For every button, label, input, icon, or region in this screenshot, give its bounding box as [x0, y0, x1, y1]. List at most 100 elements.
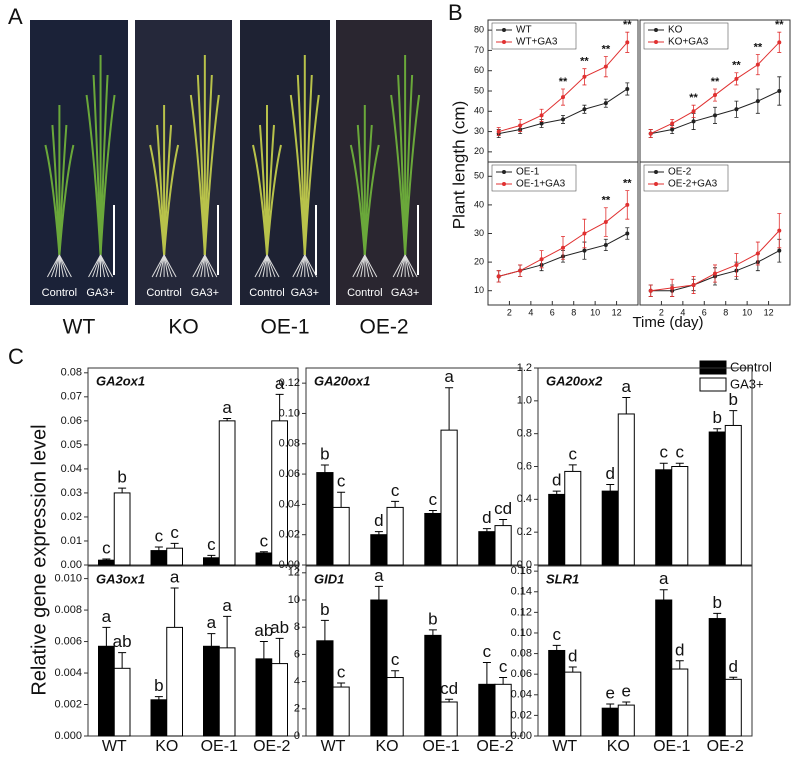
- plot-frame: [87, 367, 299, 566]
- x-tick-label: OE-2: [253, 738, 290, 755]
- gene-name: GA3ox1: [96, 571, 145, 586]
- significance-letter: c: [552, 625, 561, 644]
- y-tick-label: 0.008: [54, 604, 82, 616]
- y-tick-label: 0.004: [54, 667, 82, 679]
- point: [755, 62, 760, 67]
- significance: **: [602, 43, 611, 55]
- error-bar: [445, 387, 454, 431]
- significance-letter: b: [320, 444, 329, 463]
- leaf: [203, 94, 220, 256]
- root: [356, 254, 366, 278]
- y-tick-label: 0.10: [279, 407, 300, 419]
- root: [404, 254, 414, 278]
- y-tick-label: 50: [474, 171, 484, 181]
- y-tick-label: 20: [474, 146, 484, 156]
- point: [539, 257, 544, 262]
- error-bar: [118, 652, 127, 669]
- y-tick-label: 0.002: [54, 698, 82, 710]
- error-bar: [170, 587, 179, 628]
- y-tick-label: 0.16: [511, 565, 532, 577]
- y-tick-label: 0.04: [61, 463, 82, 475]
- y-tick-label: 0.10: [511, 627, 532, 639]
- bar: [150, 550, 168, 566]
- y-tick-label: 0.0: [517, 559, 532, 571]
- point: [603, 101, 608, 106]
- error-bar: [223, 417, 232, 421]
- point: [777, 89, 782, 93]
- significance-letter: d: [374, 511, 383, 530]
- significance-letter: a: [222, 398, 232, 417]
- gene-name: GID1: [314, 571, 344, 586]
- error-bar: [391, 670, 400, 678]
- error-bar: [482, 662, 491, 685]
- point: [496, 129, 501, 134]
- y-tick-label: 0.08: [61, 367, 82, 379]
- point: [670, 127, 675, 132]
- error-bar: [568, 666, 577, 673]
- point: [539, 121, 544, 126]
- photo-caption: Control: [42, 287, 77, 299]
- x-tick-label: 12: [612, 307, 622, 317]
- point: [648, 131, 653, 136]
- error-bar: [154, 696, 163, 700]
- photo-label: OE-1: [260, 316, 309, 339]
- bar: [655, 599, 673, 737]
- bar: [113, 667, 131, 737]
- root: [404, 254, 410, 278]
- y-tick-label: 0.06: [511, 668, 532, 680]
- x-tick-label: 8: [571, 307, 576, 317]
- root: [200, 254, 206, 278]
- bar: [370, 599, 388, 737]
- x-tick-label: WT: [552, 738, 577, 755]
- point: [777, 228, 782, 233]
- root: [88, 254, 101, 278]
- error-bar: [207, 633, 216, 647]
- legend-label: WT: [516, 25, 532, 36]
- root: [192, 254, 206, 278]
- photo-label: OE-2: [359, 316, 408, 339]
- legend-marker: [502, 182, 506, 186]
- y-tick-label: 0.02: [61, 511, 82, 523]
- legend-label: OE-1+GA3: [516, 179, 566, 190]
- legend-frame: [643, 164, 729, 192]
- point: [777, 40, 782, 45]
- x-tick-label: 4: [680, 307, 685, 317]
- root: [204, 254, 214, 278]
- significance: **: [775, 19, 784, 31]
- y-tick-label: 80: [474, 25, 484, 35]
- leaf: [58, 144, 75, 256]
- leaf: [99, 94, 116, 256]
- root: [262, 254, 268, 278]
- bar: [113, 492, 131, 566]
- y-tick-label: 40: [474, 106, 484, 116]
- bar: [617, 704, 635, 737]
- bar: [386, 506, 404, 566]
- legend-label: KO+GA3: [668, 37, 709, 48]
- error-bar: [275, 393, 284, 421]
- error-bar: [428, 509, 437, 514]
- legend-frame: [491, 164, 577, 192]
- bar: [564, 470, 582, 566]
- point: [496, 274, 501, 279]
- significance-letter: d: [568, 646, 577, 665]
- y-tick-label: 12: [288, 567, 300, 579]
- root: [100, 254, 113, 278]
- error-bar: [428, 629, 437, 636]
- legend-marker: [502, 170, 506, 174]
- legend-marker: [654, 170, 658, 174]
- significance-letter: c: [170, 523, 179, 542]
- bar: [150, 699, 168, 737]
- x-tick-label: OE-1: [653, 738, 690, 755]
- point: [755, 251, 760, 256]
- point: [603, 242, 608, 247]
- error-bar: [320, 464, 329, 473]
- y-tick-label: 0.12: [511, 606, 532, 618]
- root: [54, 254, 60, 278]
- root: [266, 254, 280, 278]
- significance-letter: cd: [440, 679, 458, 698]
- y-tick-label: 0.05: [61, 439, 82, 451]
- bar: [218, 420, 236, 566]
- bar: [655, 469, 673, 566]
- significance: **: [623, 178, 632, 190]
